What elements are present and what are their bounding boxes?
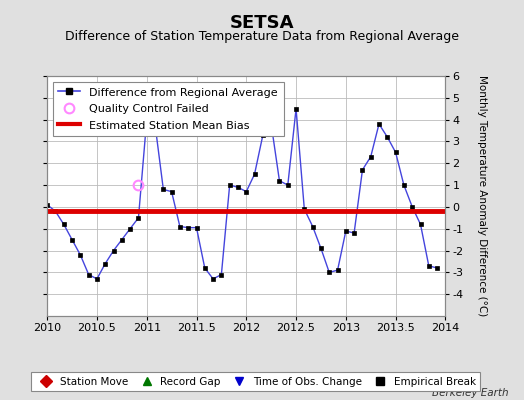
- Text: Difference of Station Temperature Data from Regional Average: Difference of Station Temperature Data f…: [65, 30, 459, 43]
- Legend: Difference from Regional Average, Quality Control Failed, Estimated Station Mean: Difference from Regional Average, Qualit…: [53, 82, 283, 136]
- Text: Berkeley Earth: Berkeley Earth: [432, 388, 508, 398]
- Legend: Station Move, Record Gap, Time of Obs. Change, Empirical Break: Station Move, Record Gap, Time of Obs. C…: [31, 372, 481, 391]
- Y-axis label: Monthly Temperature Anomaly Difference (°C): Monthly Temperature Anomaly Difference (…: [477, 75, 487, 317]
- Text: SETSA: SETSA: [230, 14, 294, 32]
